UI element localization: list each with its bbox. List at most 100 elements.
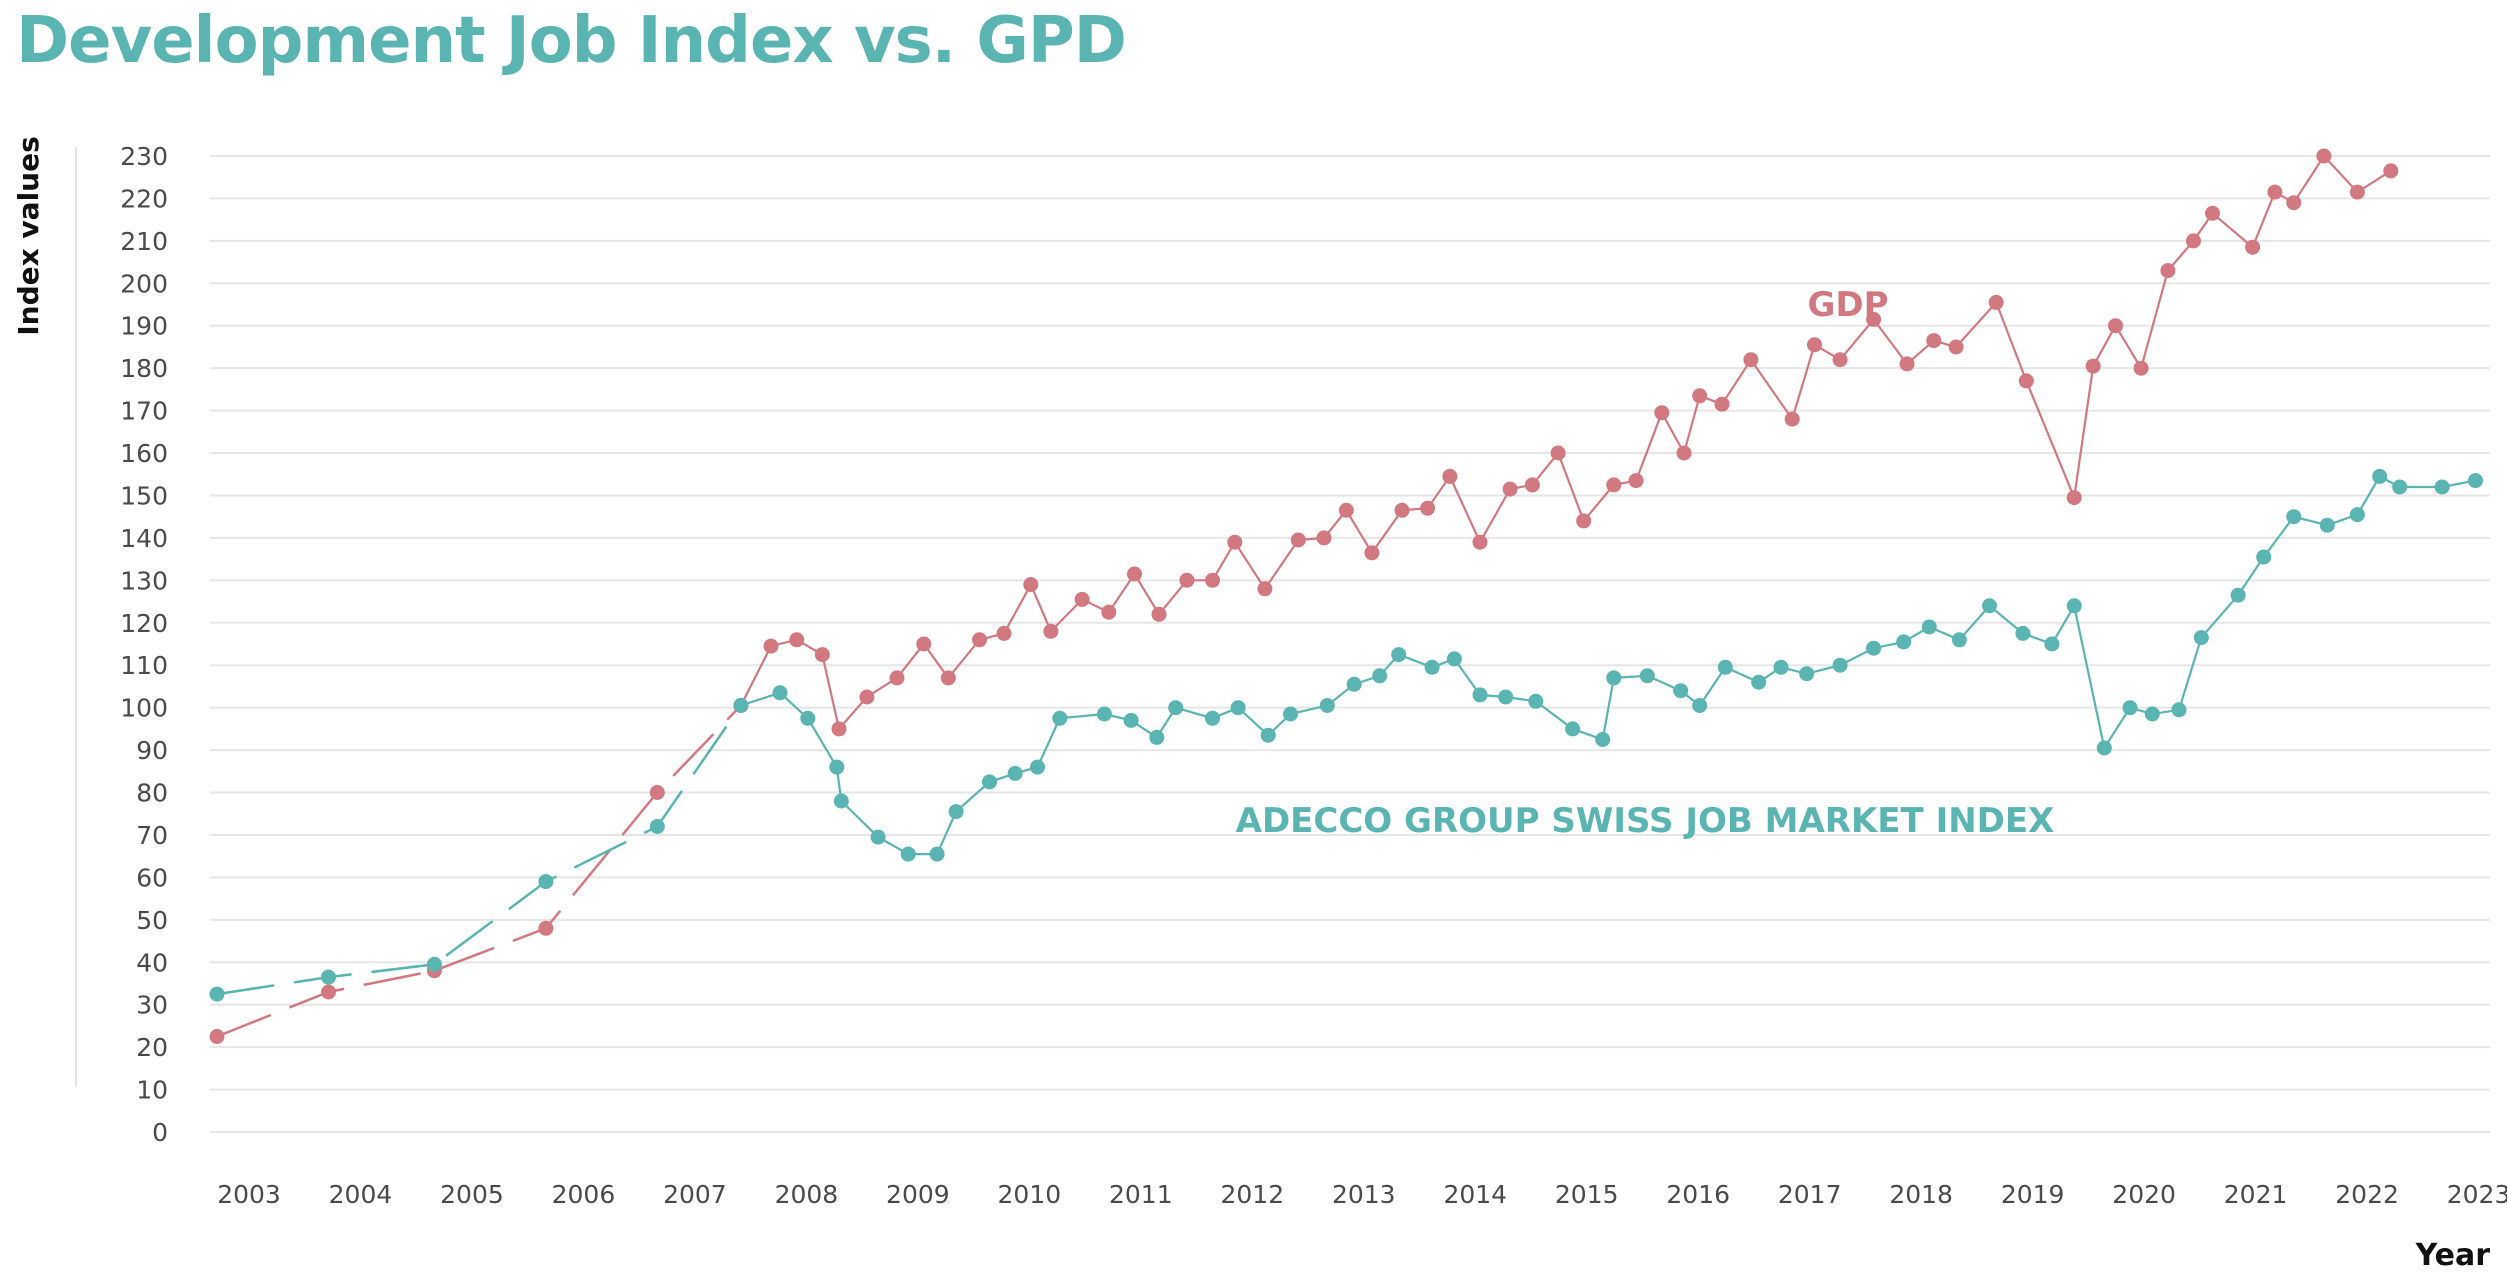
data-point-gdp: [916, 636, 932, 652]
x-tick-label: 2004: [329, 1180, 393, 1209]
y-tick-label: 110: [120, 651, 168, 680]
data-point-adecco: [1921, 619, 1937, 635]
data-point-adecco: [982, 774, 997, 790]
data-point-adecco: [2256, 549, 2272, 565]
data-point-adecco: [2015, 625, 2031, 641]
data-point-adecco: [2372, 468, 2388, 484]
y-tick-label: 200: [120, 269, 168, 298]
data-point-gdp: [2316, 148, 2332, 164]
data-point-gdp: [1807, 337, 1822, 353]
data-point-gdp: [1257, 581, 1273, 597]
data-point-adecco: [1424, 659, 1440, 675]
data-point-adecco: [538, 874, 554, 890]
data-point-gdp: [2267, 184, 2283, 200]
x-tick-label: 2020: [2112, 1180, 2176, 1209]
x-tick-label: 2005: [440, 1180, 504, 1209]
x-tick-label: 2007: [663, 1180, 727, 1209]
data-point-adecco: [1982, 598, 1997, 614]
y-tick-label: 70: [136, 821, 168, 850]
data-point-gdp: [1442, 468, 1458, 484]
data-point-gdp: [1420, 500, 1436, 516]
data-point-gdp: [538, 920, 554, 936]
data-point-gdp: [1472, 534, 1488, 550]
data-point-gdp: [1832, 352, 1848, 368]
data-point-gdp: [1316, 530, 1332, 546]
data-point-gdp: [1866, 311, 1882, 327]
data-point-adecco: [772, 685, 788, 701]
data-point-adecco: [1149, 729, 1165, 745]
y-tick-label: 120: [120, 609, 168, 638]
data-point-adecco: [1565, 721, 1581, 737]
data-point-adecco: [900, 846, 916, 862]
data-point-gdp: [1394, 502, 1410, 518]
data-point-adecco: [1606, 670, 1622, 686]
data-point-gdp: [2018, 373, 2034, 389]
data-point-adecco: [1717, 659, 1733, 675]
data-point-adecco: [1372, 668, 1388, 684]
data-point-gdp: [1926, 333, 1942, 349]
data-point-adecco: [649, 819, 665, 834]
data-point-gdp: [1101, 604, 1117, 620]
x-tick-label: 2021: [2224, 1180, 2288, 1209]
y-tick-label: 60: [136, 863, 168, 892]
y-tick-label: 190: [120, 312, 168, 341]
data-point-adecco: [2044, 636, 2060, 652]
y-tick-label: 220: [120, 184, 168, 213]
data-point-adecco: [2286, 509, 2302, 525]
y-tick-label: 150: [120, 481, 168, 510]
data-point-adecco: [2122, 700, 2138, 716]
y-tick-label: 140: [120, 524, 168, 553]
series-line-dashed-adecco: [216, 704, 742, 996]
data-point-gdp: [1606, 477, 1622, 493]
data-point-gdp: [1948, 339, 1964, 355]
data-point-adecco: [1230, 700, 1246, 716]
data-point-gdp: [1576, 513, 1592, 529]
data-point-adecco: [1799, 666, 1815, 682]
data-point-adecco: [1096, 706, 1112, 722]
y-tick-label: 50: [136, 906, 168, 935]
data-point-gdp: [2133, 360, 2149, 376]
y-tick-label: 30: [136, 991, 168, 1020]
x-tick-label: 2003: [217, 1180, 281, 1209]
data-point-adecco: [2066, 598, 2082, 614]
data-point-gdp: [814, 647, 830, 663]
x-tick-label: 2016: [1666, 1180, 1730, 1209]
x-tick-label: 2009: [886, 1180, 950, 1209]
chart-title: Development Job Index vs. GPD: [16, 4, 1127, 78]
data-point-adecco: [1283, 706, 1298, 722]
data-point-adecco: [948, 804, 964, 820]
data-point-gdp: [1502, 481, 1518, 497]
x-tick-labels: 2003 2004 2005 2006 2007 2008 2009 2010 2011 2012…: [217, 1180, 2507, 1209]
data-point-adecco: [929, 846, 945, 862]
data-point-gdp: [763, 638, 779, 654]
data-point-gdp: [2186, 233, 2201, 249]
data-point-gdp: [1127, 566, 1142, 582]
series-line-dashed-gdp: [216, 704, 742, 1038]
x-tick-label: 2012: [1220, 1180, 1284, 1209]
x-tick-label: 2006: [552, 1180, 616, 1209]
data-point-gdp: [1524, 477, 1540, 493]
data-point-adecco: [2193, 630, 2209, 646]
data-point-gdp: [1743, 352, 1759, 368]
data-point-gdp: [2205, 205, 2220, 221]
data-point-gdp: [1227, 534, 1243, 550]
x-tick-label: 2022: [2335, 1180, 2399, 1209]
y-tick-label: 230: [120, 142, 168, 171]
data-point-gdp: [2108, 318, 2123, 334]
data-point-adecco: [1168, 700, 1184, 716]
data-point-adecco: [1319, 698, 1335, 713]
data-point-gdp: [972, 632, 987, 648]
y-tick-label: 40: [136, 948, 168, 977]
x-tick-label: 2019: [2001, 1180, 2065, 1209]
y-tick-labels: 0 10 20 30 40 50 60 70 80 90 100 110 120 130 140 150 160…: [120, 142, 168, 1147]
series-label-adecco: ADECCO GROUP SWISS JOB MARKET INDEX: [1236, 801, 2055, 841]
data-point-adecco: [2468, 473, 2483, 489]
data-point-adecco: [321, 969, 336, 985]
data-point-adecco: [1692, 698, 1708, 713]
x-tick-label: 2023: [2447, 1180, 2507, 1209]
data-point-adecco: [1595, 732, 1611, 747]
data-point-adecco: [833, 793, 849, 809]
x-tick-label: 2011: [1109, 1180, 1173, 1209]
x-tick-label: 2013: [1332, 1180, 1396, 1209]
